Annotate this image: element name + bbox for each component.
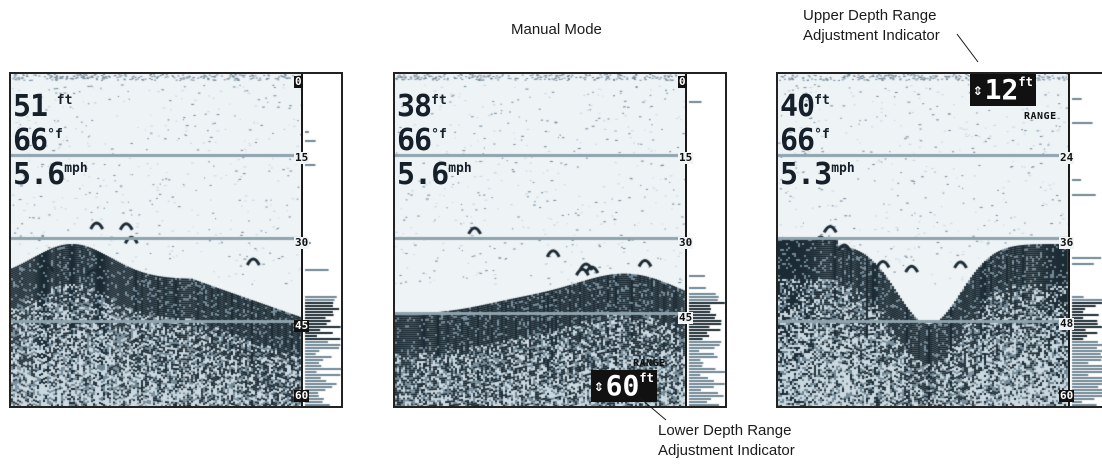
depth-readout: 40ft: [780, 89, 830, 124]
up-down-arrows-icon: ⇕: [594, 376, 604, 395]
scale-label-60: 60: [294, 389, 310, 402]
lower-indicator-leader: [639, 397, 667, 421]
scale-label-15: 15: [294, 151, 310, 164]
scale-label-30: 30: [294, 236, 310, 249]
speed-readout: 5.6mph: [13, 157, 88, 192]
manual-mode-caption: Manual Mode: [511, 21, 602, 38]
sonar-screen-2: 38ft 66°f 5.6mph 0 15 30 45 RANGE ⇕ 60 ft: [393, 72, 727, 408]
up-down-arrows-icon: ⇕: [973, 80, 983, 99]
scale-label-0: 0: [678, 75, 687, 88]
lower-indicator-caption: Lower Depth Range Adjustment Indicator: [658, 422, 795, 459]
scale-label-45: 45: [678, 311, 694, 324]
temperature-readout: 66°f: [780, 123, 830, 158]
depth-readout: 38ft: [397, 89, 447, 124]
sonar-image: [778, 74, 1102, 406]
scale-label-60: 60: [1059, 389, 1075, 402]
upper-range-indicator: ⇕ 12 ft: [970, 74, 1036, 106]
scale-label-45: 45: [294, 319, 310, 332]
upper-indicator-leader: [956, 33, 979, 63]
range-label: RANGE: [633, 358, 666, 369]
speed-readout: 5.3mph: [780, 157, 855, 192]
speed-readout: 5.6mph: [397, 157, 472, 192]
sonar-image: [395, 74, 725, 406]
scale-label-48: 48: [1059, 317, 1075, 330]
depth-readout: 51 ft: [13, 89, 73, 124]
sonar-image: [11, 74, 341, 406]
temperature-readout: 66°f: [13, 123, 63, 158]
scale-label-15: 15: [678, 151, 694, 164]
temperature-readout: 66°f: [397, 123, 447, 158]
sonar-screen-1: 51 ft 66°f 5.6mph 0 15 30 45 60: [9, 72, 343, 408]
lower-range-indicator: ⇕ 60 ft: [591, 370, 657, 402]
scale-label-36: 36: [1059, 236, 1075, 249]
scale-label-0: 0: [294, 75, 303, 88]
scale-label-24: 24: [1059, 151, 1075, 164]
sonar-screen-3: 40ft 66°f 5.3mph ⇕ 12 ft RANGE 24 36 48 6…: [776, 72, 1102, 408]
upper-indicator-caption: Upper Depth Range Adjustment Indicator: [803, 7, 940, 44]
scale-label-30: 30: [678, 236, 694, 249]
range-label: RANGE: [1024, 111, 1057, 122]
